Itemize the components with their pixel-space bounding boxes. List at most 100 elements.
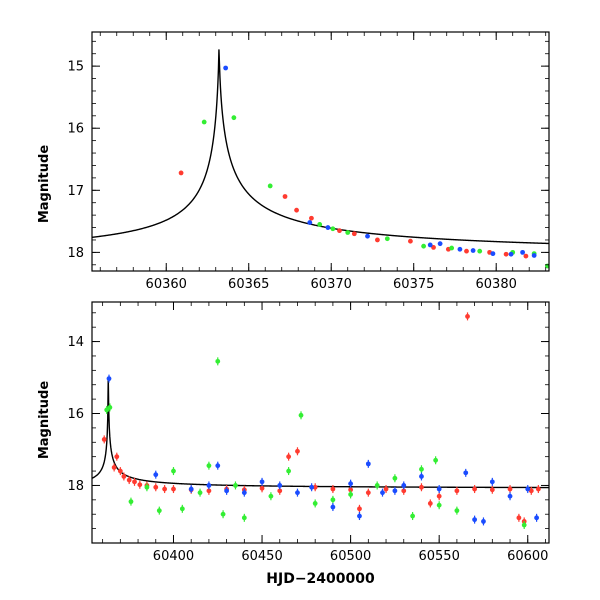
bottom-data-point <box>365 461 371 467</box>
bottom-data-point <box>330 486 336 492</box>
bottom-data-point <box>241 515 247 521</box>
top-data-point <box>427 242 433 248</box>
bottom-data-point <box>137 482 143 488</box>
top-data-point <box>201 119 207 125</box>
bottom-data-point <box>224 488 230 494</box>
bottom-data-point <box>268 493 274 499</box>
bottom-data-point <box>277 483 283 488</box>
bottom-data-point <box>436 493 442 499</box>
bottom-data-point <box>419 484 424 490</box>
top-x-tick-label: 60370 <box>311 277 352 292</box>
top-x-tick-label: 60360 <box>146 277 187 292</box>
top-data-point <box>520 249 526 255</box>
bottom-data-point <box>436 502 442 508</box>
bottom-data-point <box>295 490 300 496</box>
bottom-data-point <box>348 492 354 497</box>
bottom-data-point <box>521 522 527 528</box>
bottom-x-axis-label: HJD−2400000 <box>266 571 375 587</box>
top-y-axis-label: Magnitude <box>37 145 52 224</box>
bottom-data-point <box>259 479 265 485</box>
bottom-data-point <box>188 486 194 492</box>
top-data-point <box>508 251 514 257</box>
bottom-y-tick-label: 14 <box>67 335 84 350</box>
bottom-data-point <box>357 506 362 512</box>
bottom-data-point <box>309 484 315 490</box>
bottom-panel: 60400 60450 60500 60550 60600 14 16 18 Magnitud… <box>37 301 550 587</box>
top-data-point <box>267 183 273 189</box>
bottom-data-point <box>507 486 513 492</box>
bottom-x-tick-label: 60450 <box>241 549 282 564</box>
top-y-tick-label: 18 <box>67 246 84 261</box>
bottom-data-point <box>121 474 127 479</box>
top-model-curve-layer <box>92 49 549 245</box>
bottom-data-point <box>489 479 495 485</box>
bottom-data-point <box>259 485 265 491</box>
top-data-point <box>384 236 390 242</box>
bottom-data-point <box>374 483 380 488</box>
top-data-point <box>351 231 357 237</box>
bottom-x-tick-label: 60600 <box>507 549 548 564</box>
bottom-data-point <box>463 470 469 476</box>
bottom-data-point <box>132 479 137 485</box>
bottom-data-point <box>330 497 336 503</box>
top-data-point <box>365 233 370 239</box>
bottom-data-point <box>241 490 247 496</box>
bottom-data-point <box>220 511 226 517</box>
bottom-data-point <box>330 504 336 510</box>
bottom-y-axis-label: Magnitude <box>37 381 52 460</box>
bottom-data-point <box>286 454 292 460</box>
bottom-model-curve <box>92 377 549 489</box>
bottom-data-point <box>144 484 150 490</box>
bottom-data-point <box>153 472 159 478</box>
top-data-point <box>330 226 336 232</box>
bottom-data-point <box>277 488 283 494</box>
top-data-point <box>223 65 229 71</box>
top-x-tick-label: 60365 <box>228 277 269 292</box>
bottom-data-point <box>215 358 221 364</box>
bottom-data-point <box>365 490 371 496</box>
bottom-data-point <box>454 488 460 494</box>
top-data-point <box>317 222 323 227</box>
top-data-point <box>307 220 313 225</box>
bottom-data-point <box>419 474 424 479</box>
top-data-point <box>503 251 509 257</box>
top-data-point <box>470 248 476 253</box>
bottom-data-point <box>128 499 134 505</box>
top-x-tick-label: 60380 <box>476 277 517 292</box>
bottom-data-point <box>156 508 162 514</box>
bottom-data-point <box>126 477 132 483</box>
bottom-data-point <box>233 483 238 488</box>
bottom-x-tick-label: 60400 <box>153 549 194 564</box>
top-data-point <box>523 253 529 259</box>
bottom-data-point <box>481 519 486 524</box>
bottom-plot-frame <box>91 301 550 544</box>
bottom-data-point <box>534 515 540 521</box>
bottom-data-point <box>111 465 117 470</box>
bottom-data-point <box>489 487 495 493</box>
top-data-point <box>431 245 436 250</box>
top-data-point <box>408 238 413 244</box>
bottom-data-point <box>392 488 398 494</box>
top-data-point <box>457 246 463 252</box>
bottom-data-point <box>298 412 304 418</box>
bottom-data-point <box>401 483 407 488</box>
bottom-data-point <box>419 466 424 472</box>
top-data-point <box>294 207 299 213</box>
top-data-point <box>531 253 537 258</box>
bottom-data-point <box>507 493 513 499</box>
bottom-data-point <box>525 486 531 492</box>
top-panel: 60360 60365 60370 60375 60380 15 16 17 18 Magnit… <box>37 31 550 292</box>
top-data-point <box>464 248 469 254</box>
top-y-tick-label: 17 <box>67 184 84 199</box>
bottom-data-point <box>410 513 416 519</box>
top-data-point <box>178 170 184 176</box>
bottom-y-tick-label: 18 <box>67 479 84 494</box>
bottom-data-point <box>215 463 221 469</box>
top-data-point <box>477 248 483 254</box>
bottom-data-point <box>197 490 203 496</box>
top-data-point <box>437 241 443 247</box>
bottom-data-point <box>101 437 107 442</box>
top-data-point <box>421 243 427 249</box>
top-model-curve <box>92 49 549 245</box>
